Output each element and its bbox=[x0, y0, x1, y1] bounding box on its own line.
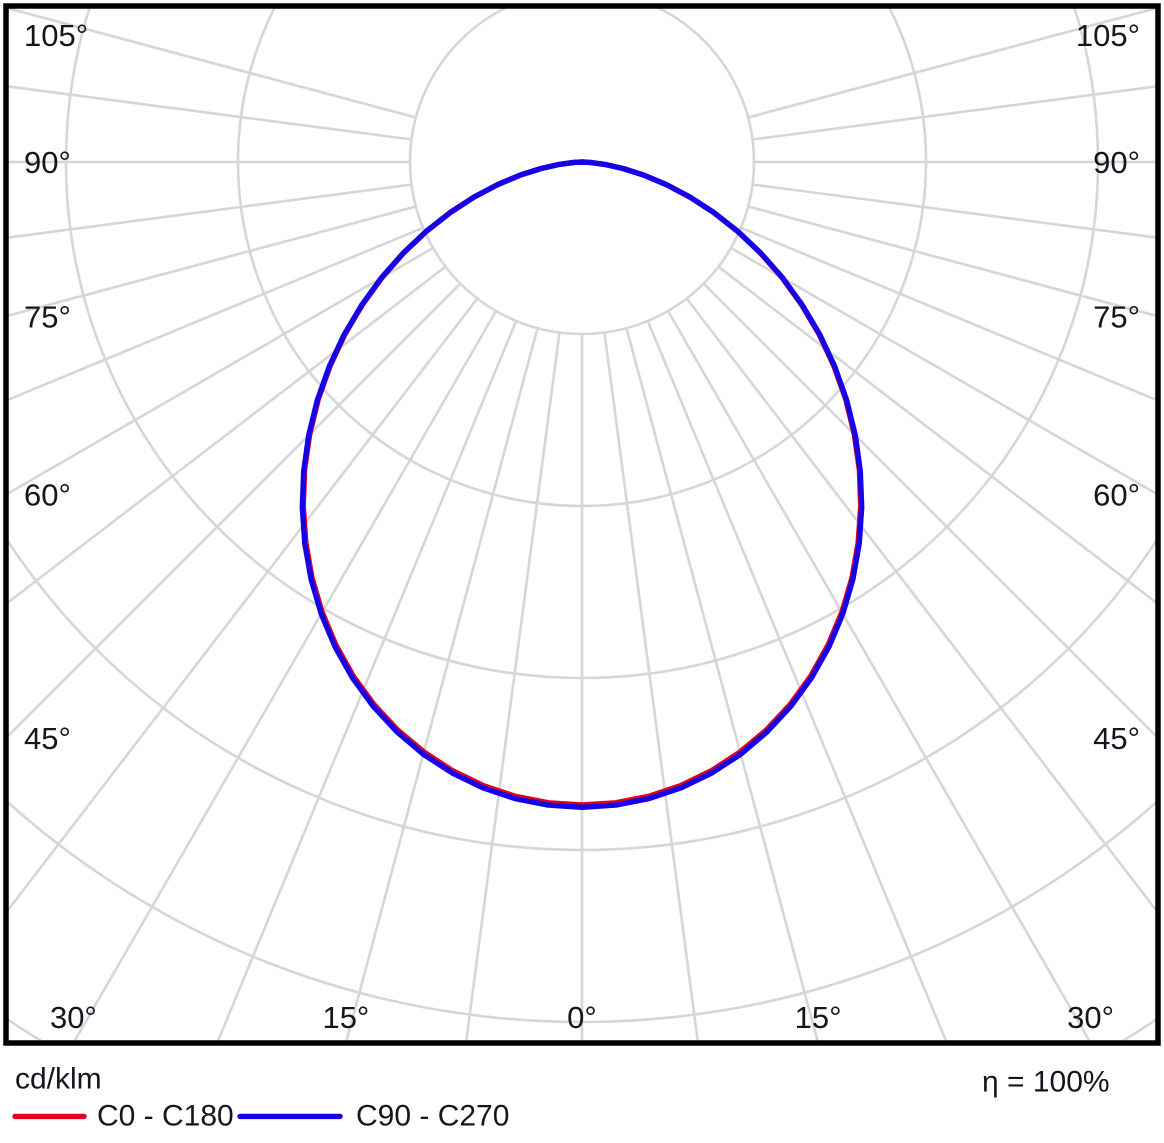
svg-text:0°: 0° bbox=[567, 1000, 597, 1035]
svg-text:45°: 45° bbox=[24, 721, 71, 756]
svg-text:90°: 90° bbox=[1093, 145, 1140, 180]
svg-text:30°: 30° bbox=[50, 1000, 97, 1035]
svg-text:η = 100%: η = 100% bbox=[982, 1065, 1110, 1098]
svg-text:15°: 15° bbox=[322, 1000, 369, 1035]
svg-text:75°: 75° bbox=[24, 299, 71, 334]
svg-text:45°: 45° bbox=[1093, 721, 1140, 756]
svg-text:75°: 75° bbox=[1093, 299, 1140, 334]
svg-text:C90 - C270: C90 - C270 bbox=[356, 1100, 509, 1133]
svg-text:cd/klm: cd/klm bbox=[15, 1063, 102, 1096]
svg-text:90°: 90° bbox=[24, 145, 71, 180]
svg-text:105°: 105° bbox=[1076, 18, 1140, 53]
svg-text:105°: 105° bbox=[24, 18, 88, 53]
svg-text:30°: 30° bbox=[1067, 1000, 1114, 1035]
svg-text:C0 - C180: C0 - C180 bbox=[97, 1100, 234, 1133]
svg-text:15°: 15° bbox=[795, 1000, 842, 1035]
svg-text:60°: 60° bbox=[24, 478, 71, 513]
svg-text:60°: 60° bbox=[1093, 478, 1140, 513]
